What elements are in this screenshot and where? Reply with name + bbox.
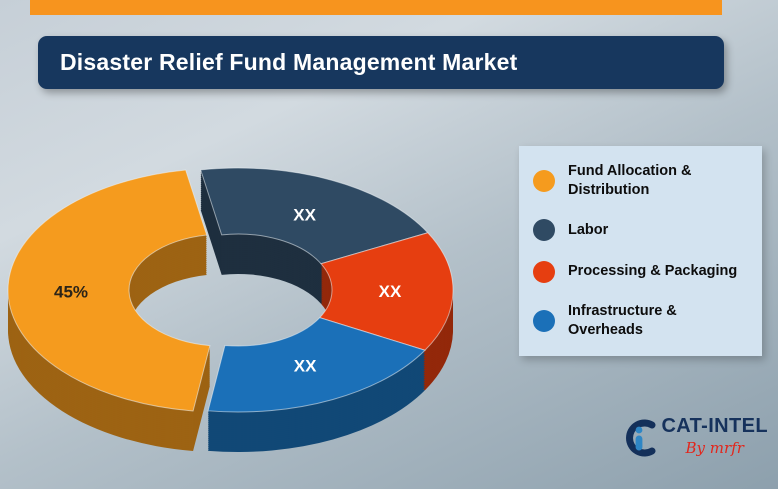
chart-legend: Fund Allocation & Distribution Labor Proce… xyxy=(519,146,762,356)
donut-slice xyxy=(207,317,426,413)
page-title: Disaster Relief Fund Management Market xyxy=(60,49,518,75)
legend-swatch xyxy=(533,219,555,242)
legend-swatch xyxy=(533,310,555,333)
brand-tagline: By mrfr xyxy=(685,439,744,457)
legend-swatch xyxy=(533,169,555,192)
slice-data-label: XX xyxy=(379,282,402,301)
brand-name: CAT-INTEL xyxy=(661,415,768,437)
brand-icon xyxy=(626,419,656,457)
legend-label: Fund Allocation & Distribution xyxy=(568,163,692,198)
top-accent-bar xyxy=(30,0,722,15)
brand-logo: CAT-INTEL By mrfr xyxy=(622,415,768,463)
donut-slice xyxy=(199,167,429,265)
legend-label: Infrastructure & Overheads xyxy=(568,303,677,339)
legend-label: Labor xyxy=(568,221,609,238)
legend-item: Infrastructure & Overheads xyxy=(533,302,748,340)
title-banner: Disaster Relief Fund Management Market xyxy=(38,36,724,89)
legend-item: Processing & Packaging xyxy=(533,260,748,283)
legend-label: Processing & Packaging xyxy=(568,263,738,280)
legend-swatch xyxy=(533,260,555,283)
slice-data-label: XX xyxy=(294,356,317,375)
donut-slice xyxy=(7,169,211,412)
donut-slice xyxy=(318,232,454,351)
slice-data-label: XX xyxy=(293,206,316,225)
slice-data-label: 45% xyxy=(54,283,88,302)
legend-item: Fund Allocation & Distribution xyxy=(533,162,748,200)
legend-item: Labor xyxy=(533,219,748,242)
